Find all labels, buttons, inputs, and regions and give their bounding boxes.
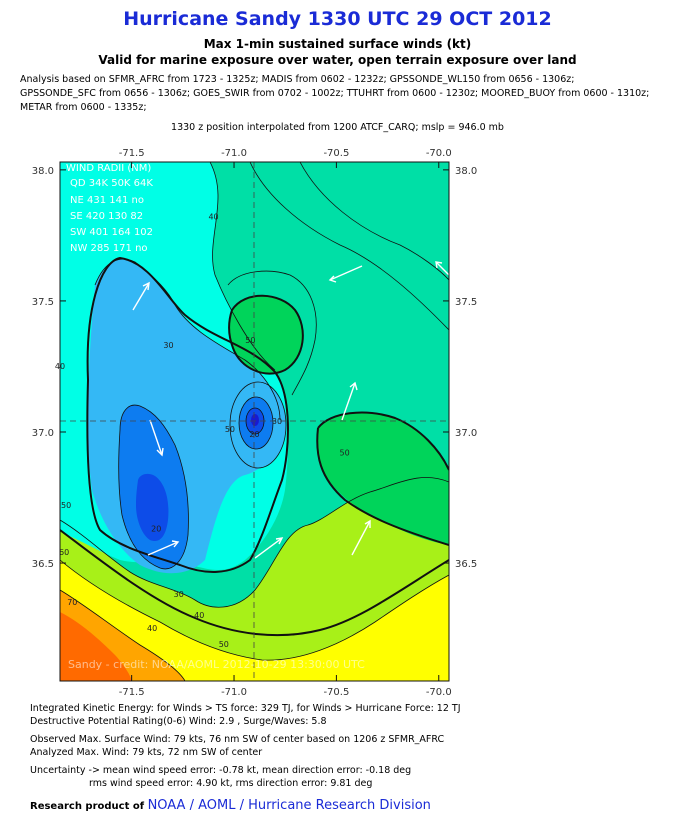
- y-tick-label-right: 38.0: [455, 166, 477, 177]
- x-tick-label-bottom: -70.0: [426, 687, 452, 698]
- contour-lines: [60, 162, 449, 681]
- observed-max-line: Observed Max. Surface Wind: 79 kts, 76 n…: [30, 734, 445, 745]
- y-tick-label-right: 37.0: [455, 428, 477, 439]
- wind-radii-columns: QD 34K 50K 64K: [70, 178, 153, 189]
- contour-label: 60: [59, 548, 69, 557]
- contour-label: 40: [194, 611, 204, 620]
- y-tick-label-left: 38.0: [32, 166, 54, 177]
- ike-line: Integrated Kinetic Energy: for Winds > T…: [30, 703, 461, 714]
- contour-label: 50: [61, 501, 71, 510]
- axis-ticks: -71.5 -71.5 -71.0 -71.0 -70.5 -70.5 -70.0 -70.0…: [32, 148, 478, 698]
- plot-frame: [59, 161, 450, 682]
- contour-label: 40: [208, 213, 218, 222]
- contour-label: 20: [151, 525, 161, 534]
- x-tick-label-bottom: -70.5: [323, 687, 349, 698]
- wind-arrows: [132, 261, 449, 559]
- wind-arrow: [254, 537, 284, 559]
- x-tick-label-bottom: -71.5: [119, 687, 145, 698]
- contour-fill: [60, 162, 449, 681]
- wind-arrow: [328, 265, 363, 283]
- wind-arrow: [147, 540, 180, 556]
- watermark: Sandy - credit: NOAA/AOML 2012-10-29 13:…: [68, 658, 365, 671]
- contour-label: 30: [163, 341, 173, 350]
- y-tick-label-left: 37.5: [32, 297, 54, 308]
- wind-arrow: [149, 419, 164, 457]
- analysis-line: METAR from 0600 - 1335z;: [20, 102, 147, 113]
- wind-arrow: [351, 519, 371, 556]
- wind-radii-row: SE 420 130 82: [70, 211, 143, 222]
- contour-label: 20: [249, 430, 259, 439]
- x-tick-label-top: -71.5: [119, 148, 145, 159]
- contour-label: 30: [174, 590, 184, 599]
- subtitle-exposure: Valid for marine exposure over water, op…: [98, 53, 577, 67]
- x-tick-label-top: -70.0: [426, 148, 452, 159]
- contour-label: 50: [219, 640, 229, 649]
- y-tick-label-left: 36.5: [32, 559, 54, 570]
- destructive-potential-line: Destructive Potential Rating(0-6) Wind: …: [30, 716, 327, 727]
- credit-line: Research product of NOAA / AOML / Hurric…: [30, 798, 431, 813]
- rms-error-line: rms wind speed error: 4.90 kt, rms direc…: [89, 778, 373, 789]
- y-tick-label-right: 37.5: [455, 297, 477, 308]
- wind-radii-table: WIND RADII (NM) QD 34K 50K 64K NE 431 14…: [66, 163, 153, 254]
- contour-label: 50: [245, 336, 255, 345]
- x-tick-label-top: -71.0: [221, 148, 247, 159]
- uncertainty-line: Uncertainty -> mean wind speed error: -0…: [30, 765, 412, 776]
- wind-radii-row: SW 401 164 102: [70, 227, 153, 238]
- y-tick-label-right: 36.5: [455, 559, 477, 570]
- y-tick-label-left: 37.0: [32, 428, 54, 439]
- contour-label: 50: [225, 425, 235, 434]
- analysis-line: Analysis based on SFMR_AFRC from 1723 - …: [20, 74, 575, 85]
- analyzed-max-line: Analyzed Max. Wind: 79 kts, 72 nm SW of …: [30, 747, 263, 758]
- wind-arrow: [132, 281, 150, 311]
- wind-arrow: [435, 261, 449, 276]
- wind-radii-row: NW 285 171 no: [70, 243, 148, 254]
- wind-radii-header: WIND RADII (NM): [66, 163, 151, 174]
- x-tick-label-bottom: -71.0: [221, 687, 247, 698]
- center-crosshair: [60, 162, 449, 681]
- credit-prefix: Research product of: [30, 801, 145, 812]
- contour-label: 30: [272, 417, 282, 426]
- wind-radii-row: NE 431 141 no: [70, 195, 144, 206]
- contour-label: 70: [67, 598, 77, 607]
- analysis-line: GPSSONDE_SFC from 0656 - 1306z; GOES_SWI…: [20, 88, 650, 99]
- position-line: 1330 z position interpolated from 1200 A…: [171, 122, 504, 133]
- wind-arrow: [341, 381, 358, 421]
- noaa-aoml-link[interactable]: NOAA / AOML / Hurricane Research Divisio…: [147, 798, 431, 813]
- analysis-sources: Analysis based on SFMR_AFRC from 1723 - …: [20, 73, 670, 115]
- subtitle-units: Max 1-min sustained surface winds (kt): [203, 37, 472, 51]
- page-title: Hurricane Sandy 1330 UTC 29 OCT 2012: [123, 8, 552, 30]
- x-tick-label-top: -70.5: [323, 148, 349, 159]
- contour-label: 50: [339, 449, 349, 458]
- contour-label: 40: [147, 624, 157, 633]
